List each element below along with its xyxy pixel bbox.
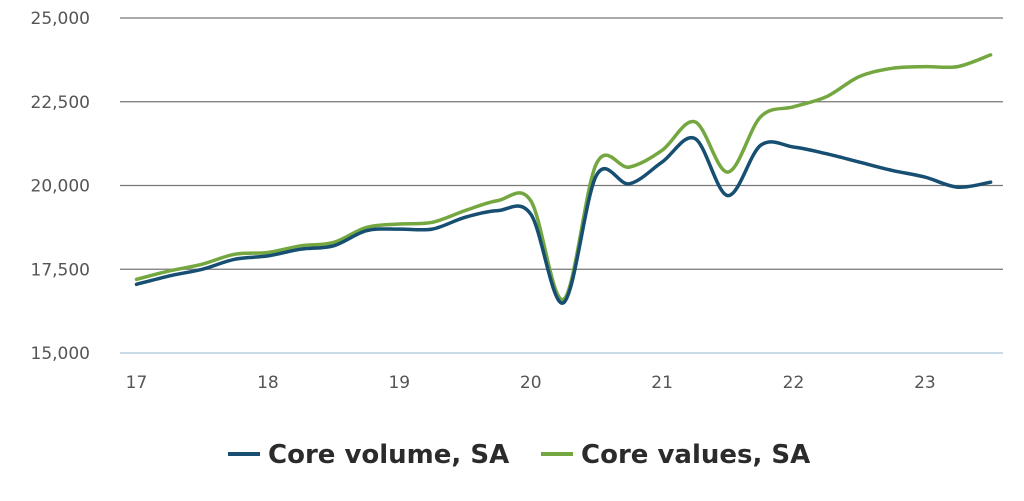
series-lines xyxy=(134,53,993,305)
legend-label: Core volume, SA xyxy=(268,440,509,470)
legend-label: Core values, SA xyxy=(581,440,810,470)
series-line-core-values-sa xyxy=(134,53,993,302)
x-tick-label: 17 xyxy=(126,373,148,393)
x-tick-label: 18 xyxy=(257,373,279,393)
y-tick-label: 15,000 xyxy=(31,344,90,364)
y-axis-ticks: 15,000 17,500 20,000 22,500 25,000 xyxy=(31,9,90,364)
y-tick-label: 22,500 xyxy=(31,93,90,113)
y-tick-label: 17,500 xyxy=(31,260,90,280)
series-line-core-volume-sa xyxy=(134,135,993,305)
legend: Core volume, SA Core values, SA xyxy=(228,440,810,470)
x-tick-label: 19 xyxy=(388,373,410,393)
x-tick-label: 21 xyxy=(651,373,673,393)
x-tick-label: 23 xyxy=(914,373,936,393)
y-tick-label: 25,000 xyxy=(31,9,90,29)
y-tick-label: 20,000 xyxy=(31,177,90,197)
x-tick-label: 22 xyxy=(783,373,805,393)
x-axis-ticks: 17 18 19 20 21 22 23 xyxy=(126,373,936,393)
gridlines xyxy=(120,17,1003,354)
x-tick-label: 20 xyxy=(520,373,542,393)
